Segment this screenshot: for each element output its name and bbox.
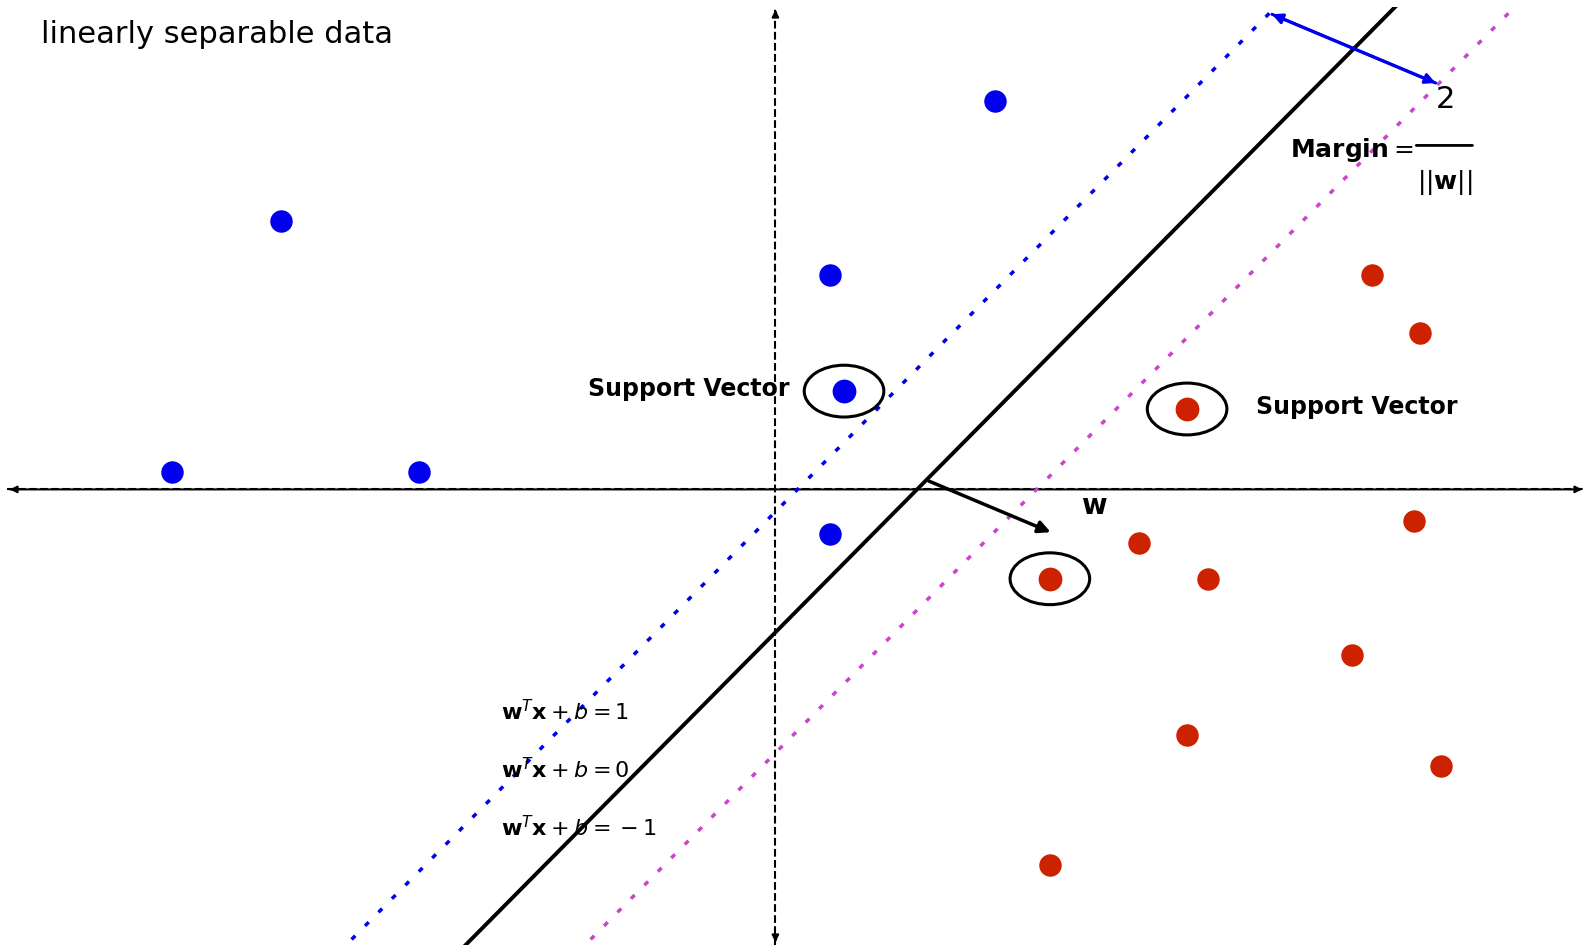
Point [1360,268,1385,283]
Text: $2$: $2$ [1436,85,1453,114]
Text: linearly separable data: linearly separable data [41,20,393,50]
Point [159,464,185,479]
Point [982,93,1008,109]
Point [1196,571,1221,586]
Point [1175,402,1200,417]
Point [818,268,844,283]
Point [1339,647,1364,663]
Point [1407,326,1433,341]
Point [406,464,431,479]
Text: $\mathbf{w}^T\mathbf{x} + b = 1$: $\mathbf{w}^T\mathbf{x} + b = 1$ [501,700,629,725]
Point [1126,535,1151,550]
Point [269,214,295,229]
Text: Support Vector: Support Vector [1256,395,1457,419]
Point [1428,759,1453,774]
Point [831,384,856,399]
Text: $\mathbf{w}^T\mathbf{x} + b = -1$: $\mathbf{w}^T\mathbf{x} + b = -1$ [501,816,656,842]
Text: $||\mathbf{w}||$: $||\mathbf{w}||$ [1417,168,1473,197]
Text: $\mathbf{Margin} = $: $\mathbf{Margin} = $ [1290,136,1414,164]
Text: $\mathbf{w}$: $\mathbf{w}$ [1081,492,1108,520]
Point [818,526,844,542]
Point [1175,727,1200,743]
Point [1036,571,1062,586]
Text: $\mathbf{w}^T\mathbf{x} + b = 0$: $\mathbf{w}^T\mathbf{x} + b = 0$ [501,758,630,783]
Point [1036,857,1062,872]
Point [1401,513,1426,528]
Text: Support Vector: Support Vector [587,377,790,401]
